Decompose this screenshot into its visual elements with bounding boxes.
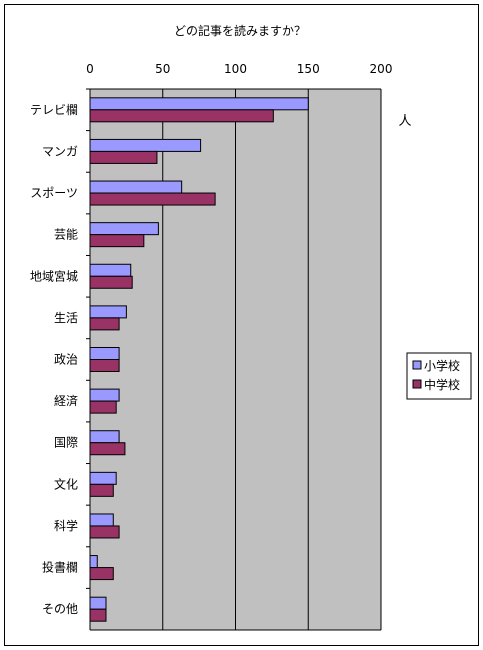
- bar-series-2: [89, 442, 126, 456]
- plot-area: [89, 88, 382, 631]
- category-label: 文化: [54, 476, 78, 491]
- bar-series-1: [89, 305, 127, 319]
- category-label: スポーツ: [30, 186, 78, 200]
- bar-series-1: [89, 180, 183, 194]
- bar-series-1: [89, 430, 120, 444]
- bar-series-2: [89, 234, 145, 248]
- bar-series-2: [89, 567, 114, 581]
- category-label: 地域宮城: [30, 268, 78, 283]
- bar-series-2: [89, 317, 120, 331]
- chart-frame: どの記事を読みますか？ 人 0 50 100 150 200 テレビ欄マンガスポーツ芸能…: [4, 4, 479, 646]
- legend-box: [406, 352, 472, 400]
- category-label: テレビ欄: [30, 102, 78, 117]
- bar-series-1: [89, 263, 132, 277]
- category-label: 科学: [54, 518, 78, 533]
- category-label: マンガ: [42, 144, 78, 158]
- x-tick-label: 100: [224, 62, 247, 76]
- bar-series-2: [89, 525, 120, 539]
- unit-label: 人: [398, 114, 411, 129]
- bar-series-2: [89, 359, 120, 372]
- category-label: 生活: [54, 311, 78, 325]
- category-label: 投書欄: [42, 560, 78, 575]
- bar-series-1: [89, 222, 159, 236]
- bar-series-1: [89, 596, 107, 610]
- bar-series-1: [89, 138, 202, 152]
- bar-chart: どの記事を読みますか？ 人 0 50 100 150 200 テレビ欄マンガスポーツ芸能…: [30, 23, 472, 631]
- x-tick-label: 50: [155, 62, 170, 76]
- legend-swatch: [412, 379, 422, 389]
- bar-series-1: [89, 555, 98, 569]
- bar-series-1: [89, 471, 117, 485]
- bar-series-1: [89, 97, 309, 111]
- bar-series-2: [89, 109, 274, 123]
- category-label: 経済: [54, 393, 78, 408]
- chart-title: どの記事を読みますか？: [174, 23, 306, 38]
- bar-series-2: [89, 192, 216, 206]
- x-tick-label: 0: [86, 62, 94, 76]
- legend-label: 中学校: [424, 377, 460, 392]
- bar-series-2: [89, 150, 158, 164]
- bar-series-1: [89, 513, 114, 527]
- bar-series-2: [89, 483, 114, 497]
- bar-series-2: [89, 400, 117, 414]
- bars: [89, 97, 309, 622]
- bar-series-2: [89, 608, 107, 622]
- category-label: 芸能: [54, 228, 78, 242]
- bar-series-2: [89, 275, 133, 289]
- legend-label: 小学校: [424, 358, 460, 373]
- bar-series-1: [89, 388, 120, 402]
- category-label: 国際: [54, 436, 78, 450]
- category-label: その他: [42, 602, 78, 616]
- bar-series-1: [89, 347, 120, 360]
- category-label: 政治: [54, 353, 78, 367]
- x-tick-label: 200: [370, 62, 393, 76]
- legend-swatch: [412, 360, 422, 370]
- x-axis-ticks: 0 50 100 150 200: [86, 62, 392, 76]
- x-tick-label: 150: [297, 62, 320, 76]
